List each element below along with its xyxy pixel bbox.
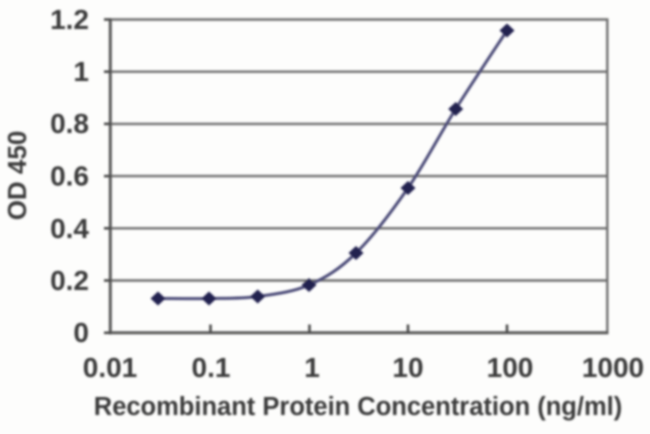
svg-text:0.8: 0.8 [50, 108, 89, 139]
svg-text:0: 0 [73, 317, 89, 348]
svg-text:0.2: 0.2 [50, 265, 89, 296]
svg-text:0.4: 0.4 [50, 213, 89, 244]
svg-text:0.1: 0.1 [192, 352, 231, 383]
svg-text:0.6: 0.6 [50, 161, 89, 192]
svg-text:1: 1 [304, 352, 320, 383]
svg-text:Recombinant Protein Concentrat: Recombinant Protein Concentration (ng/ml… [94, 393, 622, 421]
svg-text:1000: 1000 [582, 352, 644, 383]
svg-text:OD 450: OD 450 [2, 131, 32, 221]
svg-text:10: 10 [392, 352, 423, 383]
svg-text:1: 1 [73, 56, 89, 87]
svg-text:1.2: 1.2 [50, 4, 89, 35]
svg-text:100: 100 [487, 352, 534, 383]
svg-text:0.01: 0.01 [83, 352, 138, 383]
